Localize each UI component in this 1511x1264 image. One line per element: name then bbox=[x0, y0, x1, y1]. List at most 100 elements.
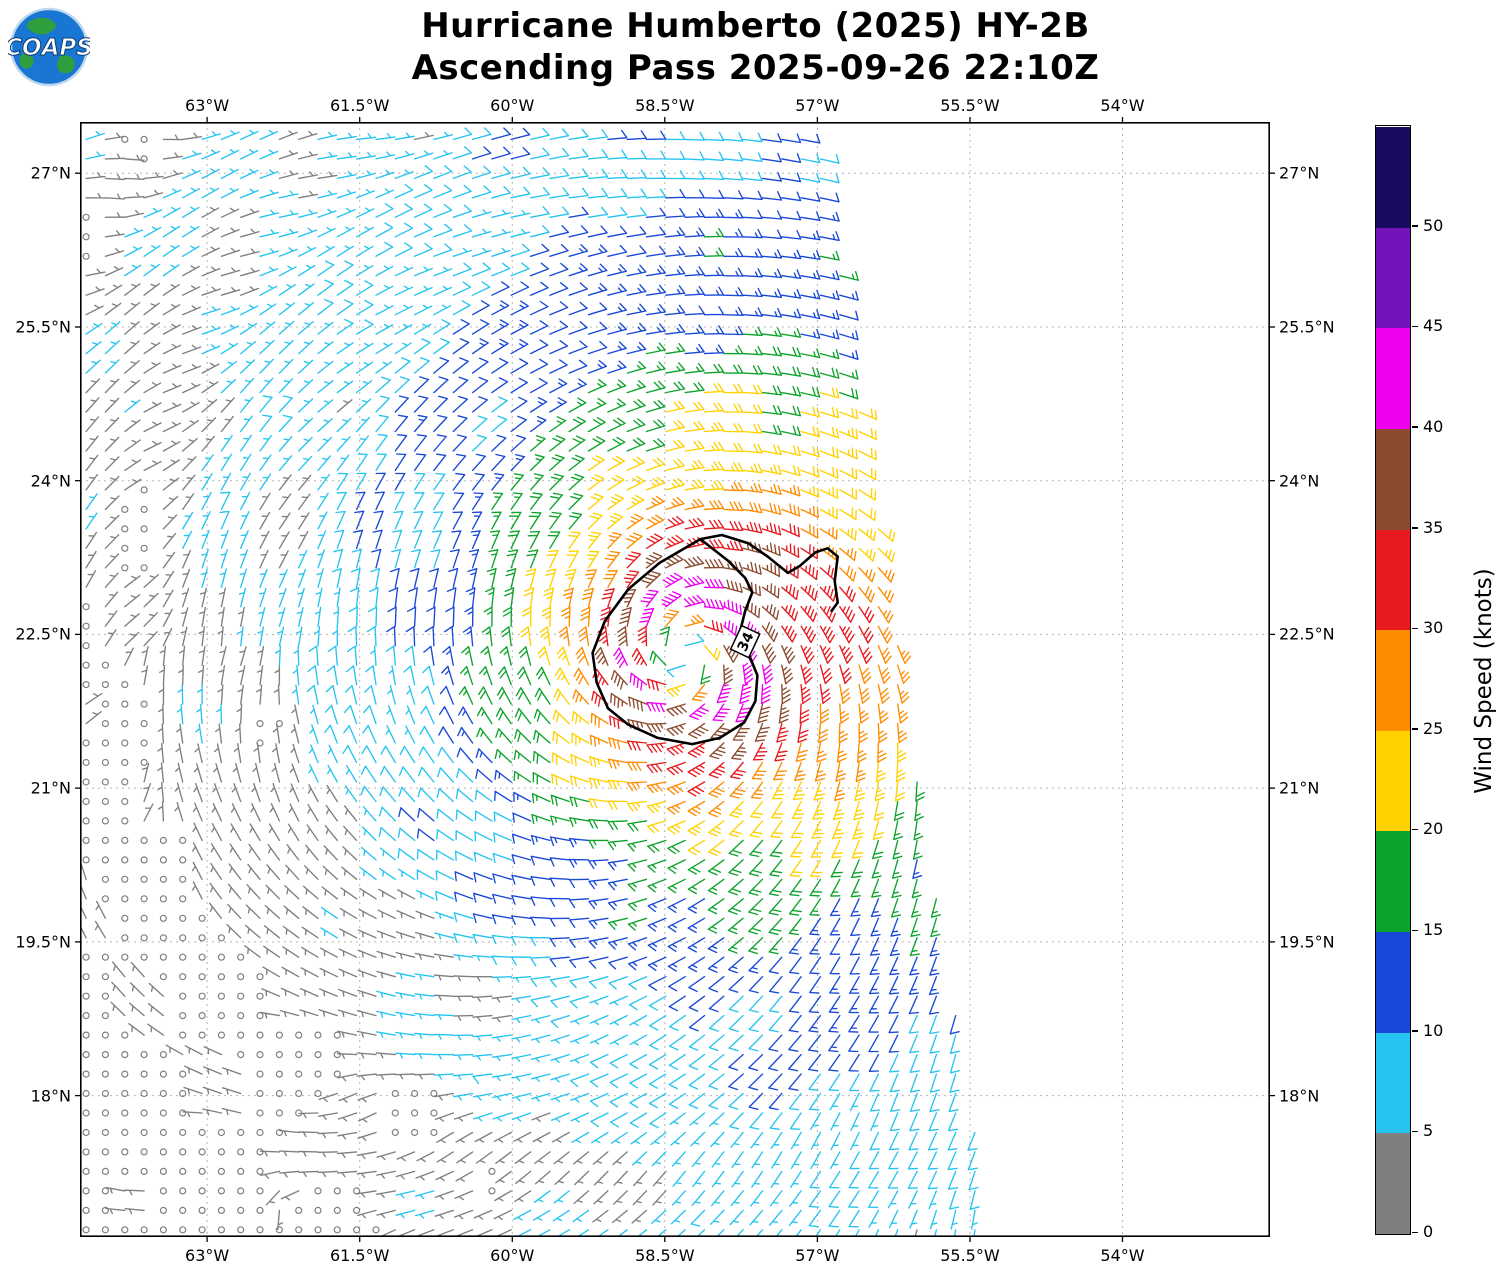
colorbar-segment-9 bbox=[1376, 227, 1410, 329]
colorbar-segment-7 bbox=[1376, 428, 1410, 530]
calm-wind-circle bbox=[275, 1031, 283, 1039]
colorbar-tick-label: 35 bbox=[1423, 517, 1444, 537]
lat-tick-label-right: 27°N bbox=[1279, 163, 1320, 183]
calm-wind-circle bbox=[82, 622, 90, 630]
colorbar-tick-mark bbox=[1412, 225, 1418, 227]
calm-wind-circle bbox=[198, 1128, 206, 1137]
colorbar-tick-mark bbox=[1412, 426, 1418, 428]
lon-tick-label-top: 54°W bbox=[1100, 96, 1145, 115]
calm-wind-circle bbox=[198, 1167, 206, 1176]
calm-wind-circle bbox=[121, 1109, 129, 1117]
colorbar bbox=[1375, 125, 1411, 1235]
colorbar-segment-2 bbox=[1376, 931, 1410, 1033]
calm-wind-circle bbox=[82, 1187, 90, 1195]
calm-wind-circle bbox=[488, 1167, 496, 1176]
calm-wind-circle bbox=[101, 1011, 109, 1020]
colorbar-segment-1 bbox=[1376, 1032, 1410, 1134]
lat-tick-label-left: 19.5°N bbox=[15, 932, 71, 952]
calm-wind-circle bbox=[121, 135, 129, 143]
calm-wind-circle bbox=[121, 1148, 129, 1156]
calm-wind-circle bbox=[101, 1167, 109, 1176]
calm-wind-circle bbox=[82, 1011, 90, 1020]
calm-wind-circle bbox=[82, 603, 90, 611]
calm-wind-circle bbox=[121, 564, 129, 572]
calm-wind-circle bbox=[82, 836, 90, 845]
lon-tick-label-top: 63°W bbox=[185, 96, 230, 115]
calm-wind-circle bbox=[140, 486, 148, 494]
lon-tick-label-bottom: 58.5°W bbox=[635, 1246, 695, 1264]
calm-wind-circle bbox=[101, 661, 109, 669]
calm-wind-circle bbox=[82, 680, 90, 689]
calm-wind-circle bbox=[121, 817, 129, 825]
calm-wind-circle bbox=[179, 1011, 187, 1020]
calm-wind-circle bbox=[82, 1031, 90, 1039]
calm-wind-circle bbox=[101, 797, 109, 806]
lat-tick-label-right: 24°N bbox=[1279, 471, 1320, 491]
calm-wind-circle bbox=[159, 1070, 168, 1078]
calm-wind-circle bbox=[179, 1031, 187, 1039]
colorbar-tick-label: 30 bbox=[1423, 618, 1444, 638]
contour-34kt-label: 34 bbox=[729, 624, 761, 659]
calm-wind-circle bbox=[140, 155, 148, 163]
calm-wind-circle bbox=[121, 1031, 129, 1039]
calm-wind-circle bbox=[333, 1226, 341, 1234]
calm-wind-circle bbox=[140, 914, 148, 922]
calm-wind-circle bbox=[140, 895, 148, 903]
calm-wind-circle bbox=[121, 1226, 129, 1234]
calm-wind-circle bbox=[275, 1089, 283, 1098]
calm-wind-circle bbox=[179, 1148, 187, 1156]
calm-wind-circle bbox=[237, 1050, 245, 1059]
calm-wind-circle bbox=[314, 1070, 322, 1078]
colorbar-tick-mark bbox=[1412, 728, 1418, 730]
calm-wind-circle bbox=[179, 1089, 187, 1098]
calm-wind-circle bbox=[159, 973, 168, 981]
calm-wind-circle bbox=[391, 1128, 399, 1137]
calm-wind-circle bbox=[82, 1109, 90, 1117]
calm-wind-circle bbox=[140, 1148, 148, 1156]
calm-wind-circle bbox=[159, 875, 168, 883]
calm-wind-circle bbox=[391, 1089, 399, 1098]
calm-wind-circle bbox=[140, 836, 148, 845]
calm-wind-circle bbox=[256, 1167, 264, 1176]
calm-wind-circle bbox=[101, 817, 109, 825]
calm-wind-circle bbox=[101, 778, 109, 786]
calm-wind-circle bbox=[411, 1089, 419, 1098]
lat-tick-label-left: 24°N bbox=[30, 471, 71, 491]
calm-wind-circle bbox=[140, 856, 148, 864]
calm-wind-circle bbox=[256, 739, 264, 747]
calm-wind-circle bbox=[101, 992, 109, 1000]
calm-wind-circle bbox=[198, 1206, 206, 1215]
lat-tick-label-left: 25.5°N bbox=[15, 317, 71, 337]
globe-land-shape bbox=[19, 52, 34, 69]
coaps-logo-text: COAPS bbox=[8, 35, 90, 61]
calm-wind-circle bbox=[101, 836, 109, 845]
calm-wind-circle bbox=[333, 1031, 341, 1039]
colorbar-segment-5 bbox=[1376, 629, 1410, 731]
calm-wind-circle bbox=[295, 1206, 303, 1215]
calm-wind-circle bbox=[140, 953, 148, 961]
calm-wind-circle bbox=[121, 856, 129, 864]
calm-wind-circle bbox=[121, 875, 129, 883]
calm-wind-circle bbox=[237, 973, 245, 981]
colorbar-tick-label: 15 bbox=[1423, 920, 1444, 940]
calm-wind-circle bbox=[217, 1226, 225, 1234]
calm-wind-circle bbox=[82, 1167, 90, 1176]
calm-wind-circle bbox=[217, 934, 225, 942]
calm-wind-circle bbox=[217, 1167, 225, 1176]
map-content: 34 bbox=[80, 122, 1270, 1237]
calm-wind-circle bbox=[121, 719, 129, 728]
colorbar-segment-3 bbox=[1376, 830, 1410, 933]
calm-wind-circle bbox=[101, 700, 109, 708]
calm-wind-circle bbox=[121, 525, 129, 533]
calm-wind-circle bbox=[159, 836, 168, 845]
calm-wind-circle bbox=[82, 661, 90, 669]
lat-tick-label-right: 21°N bbox=[1279, 778, 1320, 798]
calm-wind-circle bbox=[121, 953, 129, 961]
globe-land-shape bbox=[56, 55, 75, 74]
calm-wind-circle bbox=[82, 1206, 90, 1215]
calm-wind-circle bbox=[372, 1226, 380, 1234]
calm-wind-circle bbox=[82, 642, 90, 650]
calm-wind-circle bbox=[179, 953, 187, 961]
wind-barb-map: 34 bbox=[75, 117, 1275, 1242]
